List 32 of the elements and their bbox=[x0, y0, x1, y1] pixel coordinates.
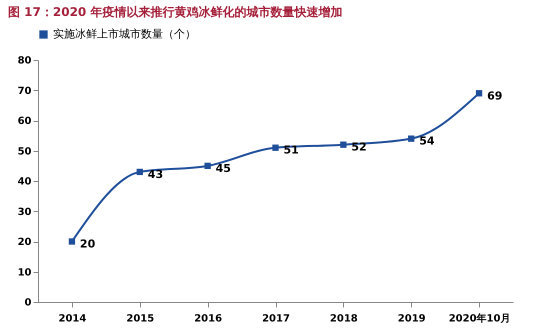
y-tick-label: 80 bbox=[18, 56, 32, 66]
data-label: 69 bbox=[487, 89, 502, 102]
x-tick-label: 2014 bbox=[58, 314, 86, 324]
x-tick-label: 2017 bbox=[262, 314, 290, 324]
point bbox=[136, 168, 143, 176]
data-label: 43 bbox=[148, 168, 164, 181]
x-tick-label: 2019 bbox=[398, 314, 426, 324]
point bbox=[272, 144, 279, 151]
data-label: 20 bbox=[80, 238, 96, 250]
point bbox=[340, 142, 347, 148]
y-tick-label: 70 bbox=[18, 86, 32, 97]
data-label: 51 bbox=[284, 144, 299, 157]
y-tick-label: 30 bbox=[18, 206, 32, 218]
y-tick-label: 50 bbox=[18, 146, 32, 158]
point bbox=[68, 238, 76, 245]
point bbox=[204, 162, 211, 170]
y-tick-label: 60 bbox=[18, 116, 32, 127]
x-tick-label: 2016 bbox=[194, 314, 222, 324]
point bbox=[408, 135, 414, 142]
data-label: 54 bbox=[419, 134, 435, 148]
data-label: 52 bbox=[351, 140, 367, 154]
y-tick-label: 10 bbox=[18, 267, 32, 278]
x-tick-label: 2018 bbox=[330, 314, 358, 324]
x-tick-label: 2020年10月 bbox=[448, 312, 510, 324]
chart-title: 图 17：2020 年疫情以来推行黄鸡冰鲜化的城市数量快速增加 bbox=[8, 5, 342, 19]
y-tick-label: 20 bbox=[18, 237, 32, 248]
legend-label: 实施冰鲜上市城市数量（个） bbox=[53, 28, 196, 40]
x-tick-label: 2015 bbox=[126, 314, 154, 324]
y-tick-label: 0 bbox=[24, 298, 32, 308]
point bbox=[476, 90, 482, 96]
y-tick-label: 40 bbox=[18, 176, 32, 188]
data-label: 45 bbox=[216, 162, 231, 175]
